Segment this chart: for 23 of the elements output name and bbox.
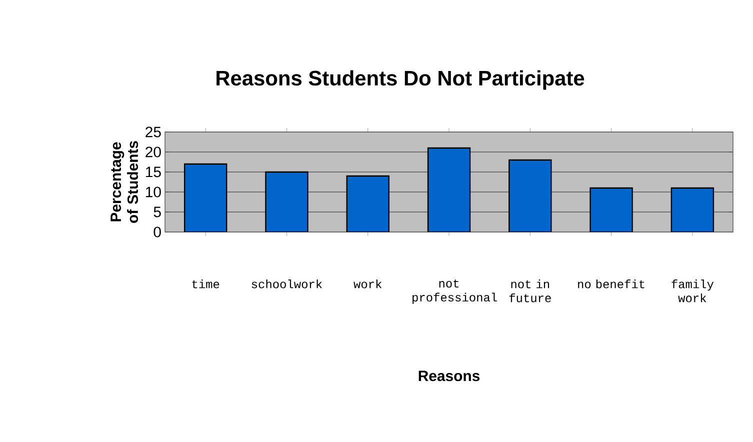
x-tick-label: time — [192, 280, 220, 288]
x-tick-label: not in future — [509, 280, 551, 302]
bar — [508, 159, 552, 232]
y-tick-label: 20 — [146, 146, 161, 158]
x-tick-label: not professional — [412, 280, 497, 304]
y-tick-label: 0 — [154, 226, 161, 238]
y-tick-label: 25 — [146, 126, 161, 138]
y-axis-title: Percentage of Students — [110, 141, 138, 223]
x-tick-label: family work — [672, 280, 714, 302]
x-tick-label: work — [354, 280, 382, 288]
y-tick-label: 10 — [146, 186, 161, 198]
chart-title: Reasons Students Do Not Participate — [216, 70, 584, 90]
y-tick-label: 5 — [154, 206, 161, 218]
bar — [184, 163, 228, 232]
x-axis-title: Reasons — [418, 370, 480, 382]
bar — [427, 147, 471, 232]
bar — [265, 171, 308, 232]
x-tick-label: no benefit — [578, 280, 644, 288]
x-tick-label: schoolwork — [252, 280, 322, 288]
bar — [670, 187, 714, 232]
bar — [346, 175, 390, 232]
y-tick-label: 15 — [146, 166, 161, 178]
bar — [590, 187, 633, 232]
